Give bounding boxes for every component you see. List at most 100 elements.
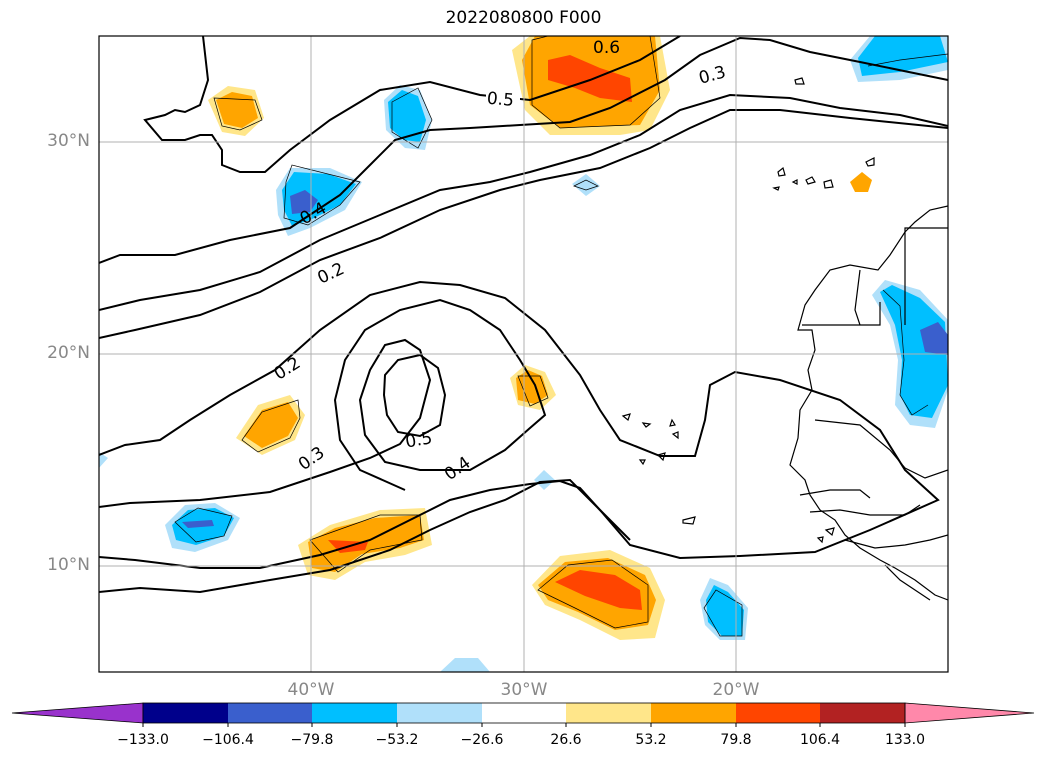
- fill-outlines: [174, 36, 948, 637]
- island: [816, 536, 824, 544]
- island: [671, 431, 679, 440]
- colorbar-label: 79.8: [720, 732, 752, 748]
- positive-anomaly-fills: [208, 36, 872, 640]
- island: [823, 179, 834, 189]
- colorbar-label: 53.2: [635, 732, 667, 748]
- contour-line: [382, 353, 447, 438]
- fill-outline: [573, 179, 599, 191]
- contour-label: 0.5: [404, 428, 434, 452]
- contour-label: 0.2: [271, 353, 305, 384]
- island: [621, 413, 631, 422]
- fill-blob: [216, 92, 258, 128]
- fill-blob: [572, 174, 600, 196]
- colorbar-label: −133.0: [117, 732, 169, 748]
- colorbar-label: 106.4: [799, 732, 841, 748]
- fill-blob: [706, 585, 744, 636]
- fill-outline: [174, 507, 233, 543]
- fill-outline: [537, 559, 649, 629]
- colorbar-segment: [820, 703, 905, 723]
- colorbar-extend-low: [11, 702, 144, 724]
- island: [772, 186, 780, 191]
- country-border: [884, 564, 931, 601]
- colorbar-frame: [142, 702, 906, 724]
- colorbar: [11, 702, 1035, 727]
- fill-blob: [534, 470, 555, 490]
- fill-outline: [882, 289, 929, 416]
- country-border: [799, 489, 871, 499]
- gridlines: [99, 36, 948, 672]
- country-border: [904, 227, 948, 325]
- colorbar-label: 133.0: [884, 732, 926, 748]
- fill-blob: [244, 402, 298, 448]
- fill-blob: [388, 90, 426, 142]
- country-border: [844, 534, 948, 549]
- colorbar-label: 26.6: [550, 732, 582, 748]
- country-border: [809, 504, 921, 516]
- fill-blob: [440, 658, 490, 672]
- island: [824, 527, 835, 537]
- map-title: 2022080800 F000: [445, 8, 602, 28]
- contour-label: 0.3: [295, 443, 329, 475]
- colorbar-label: −53.2: [375, 732, 419, 748]
- fill-outline: [391, 87, 433, 149]
- contour-line: [99, 298, 547, 508]
- plot-frame: [98, 35, 949, 673]
- colorbar-segment: [312, 703, 397, 723]
- colorbar-extend-high: [904, 702, 1035, 724]
- colorbar-label: −106.4: [202, 732, 254, 748]
- island: [791, 179, 798, 185]
- country-border: [854, 269, 861, 326]
- lat-label-30n: 30°N: [47, 131, 90, 151]
- colorbar-segment: [397, 703, 482, 723]
- fill-outline: [213, 97, 263, 131]
- contour-line: [99, 36, 948, 264]
- island: [656, 452, 666, 462]
- contour-label: 0.4: [441, 453, 475, 485]
- island: [641, 422, 652, 428]
- fill-blob: [920, 322, 948, 355]
- fill-blob: [880, 285, 948, 418]
- fill-blob: [555, 570, 642, 610]
- contour-label: 0.5: [486, 89, 515, 111]
- fill-blob: [850, 172, 872, 192]
- island: [682, 516, 696, 525]
- colorbar-segment: [566, 703, 651, 723]
- island: [669, 418, 676, 427]
- coastlines: [621, 77, 948, 601]
- fill-outline: [867, 53, 948, 67]
- fill-outline: [309, 514, 423, 573]
- island: [777, 166, 786, 177]
- island: [805, 176, 816, 185]
- coastline: [789, 205, 948, 601]
- fill-outline: [517, 375, 549, 407]
- lon-label-20w: 20°W: [712, 680, 760, 700]
- colorbar-segment: [143, 703, 228, 723]
- contour-line: [99, 93, 948, 311]
- colorbar-ticks: [142, 723, 906, 727]
- contour-label: 0.6: [593, 38, 620, 58]
- colorbar-segment: [651, 703, 736, 723]
- island: [794, 77, 805, 85]
- island: [638, 459, 646, 466]
- country-border: [802, 302, 881, 326]
- colorbar-label: −26.6: [460, 732, 504, 748]
- negative-anomaly-fills: [99, 36, 948, 672]
- contour-line: [99, 280, 940, 594]
- fill-outline: [531, 36, 661, 129]
- fill-blob: [182, 520, 214, 528]
- lon-label-30w: 30°W: [500, 680, 548, 700]
- island: [865, 157, 875, 167]
- contour-label: 0.2: [315, 259, 348, 289]
- map-plot-area: 0.6 0.5 0.3 0.4 0.2 0.2 0.3 0.5 0.4: [99, 36, 948, 672]
- colorbar-segment: [736, 703, 820, 723]
- colorbar-segment: [482, 703, 566, 723]
- contour-line: [99, 479, 631, 569]
- lon-label-40w: 40°W: [287, 680, 335, 700]
- fill-blob: [99, 452, 108, 468]
- colorbar-segment: [228, 703, 312, 723]
- contour-line: [99, 109, 948, 339]
- fill-outline: [283, 164, 361, 226]
- fill-outline: [241, 399, 301, 453]
- lat-label-10n: 10°N: [47, 555, 90, 575]
